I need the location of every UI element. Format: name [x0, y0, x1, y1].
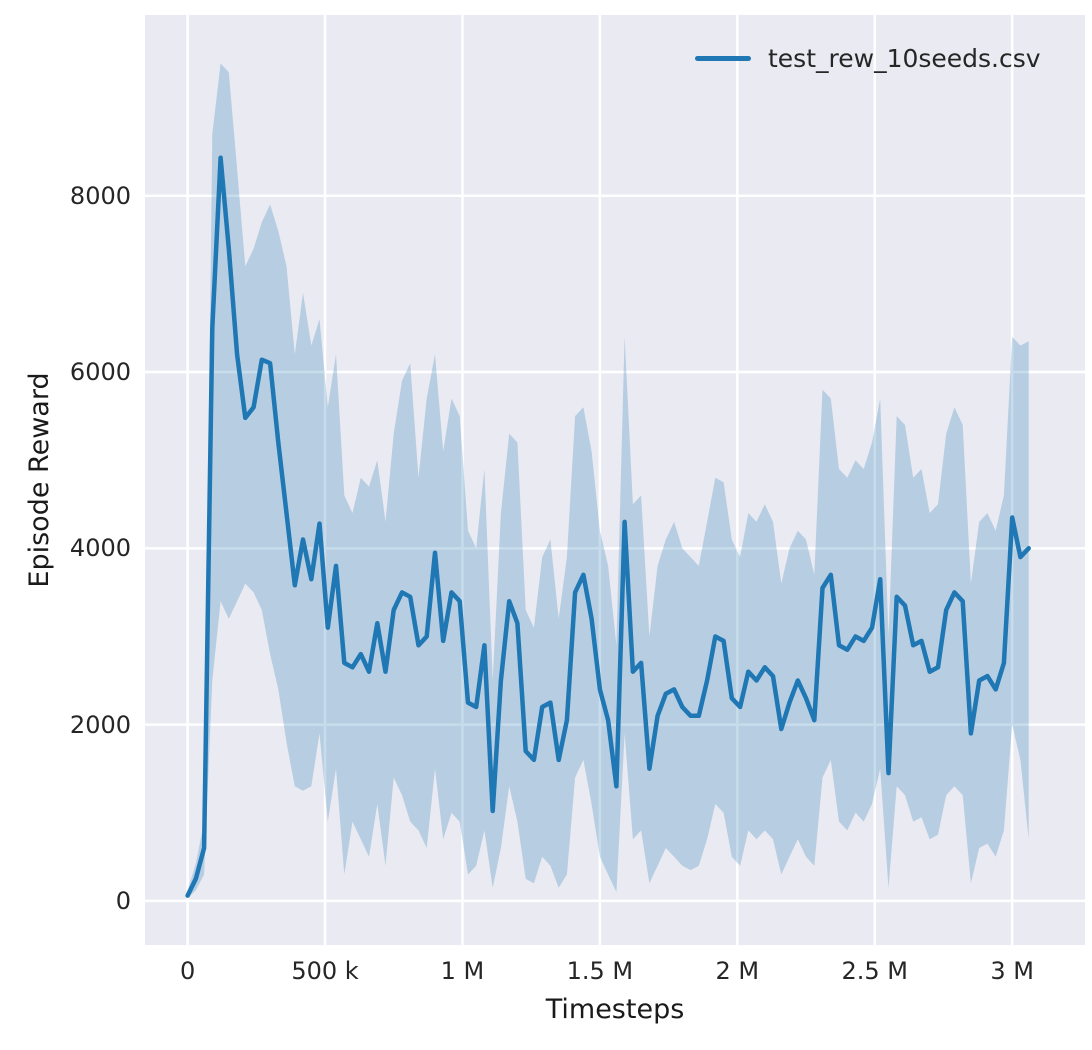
- x-tick-label: 2.5 M: [841, 957, 908, 985]
- x-tick-label: 1.5 M: [566, 957, 634, 985]
- plot-panel: [145, 15, 1085, 945]
- x-tick-label: 2 M: [715, 957, 760, 985]
- legend-label: test_rew_10seeds.csv: [768, 44, 1041, 73]
- y-tick-label: 0: [115, 886, 131, 915]
- x-tick-label: 3 M: [990, 957, 1034, 985]
- y-axis-label: Episode Reward: [24, 372, 55, 588]
- mean-line: [185, 155, 1031, 898]
- x-tick-label: 500 k: [291, 957, 359, 985]
- y-tick-label: 4000: [69, 534, 131, 563]
- y-tick-label: 8000: [69, 181, 131, 210]
- x-tick-label: 0: [179, 957, 196, 985]
- x-tick-label: 1 M: [440, 957, 485, 985]
- y-tick-label: 6000: [69, 358, 131, 386]
- legend: test_rew_10seeds.csv: [695, 44, 1041, 73]
- y-tick-label: 2000: [69, 710, 131, 739]
- x-axis-label: Timesteps: [545, 994, 685, 1025]
- legend-line-swatch: [695, 56, 751, 61]
